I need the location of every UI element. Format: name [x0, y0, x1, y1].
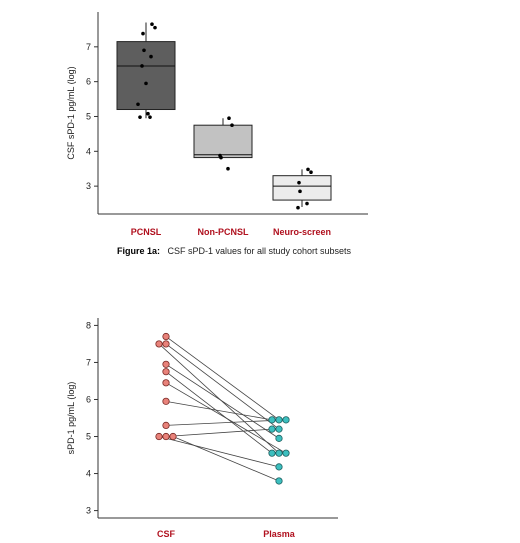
pair-connector-line [165, 343, 280, 430]
caption-text: CSF sPD-1 values for all study cohort su… [167, 246, 351, 256]
pair-y-tick-label: 3 [86, 506, 91, 516]
csf-point [162, 340, 170, 348]
pair-points [155, 332, 290, 485]
pair-connector-line [158, 436, 280, 468]
pair-category-labels: CSF Plasma [157, 529, 296, 539]
pair-connector-line [165, 363, 280, 439]
csf-point [162, 360, 170, 368]
box-data-point [219, 155, 223, 160]
box-data-point [146, 111, 150, 116]
plasma-point [268, 449, 276, 457]
pair-connector-line [165, 400, 273, 421]
csf-point [162, 421, 170, 430]
csf-point [162, 368, 170, 376]
pair-y-tick-label: 8 [86, 320, 91, 330]
pair-connector-line [165, 428, 273, 437]
box-data-point [140, 64, 144, 68]
csf-point [155, 432, 163, 441]
box-data-point [136, 102, 140, 107]
box-data-point [297, 180, 301, 185]
paired-plot-panel: sPD-1 pg/mL (log) 3 4 5 6 7 8 CSF Plasma [66, 318, 338, 539]
pair-connector-line [165, 336, 280, 421]
plasma-point [268, 425, 276, 433]
csf-point [162, 397, 170, 405]
pair-category-label: CSF [157, 529, 176, 539]
plasma-point [275, 463, 283, 471]
box-y-axis-label: CSF sPD-1 pg/mL (log) [66, 66, 76, 159]
csf-point [162, 379, 170, 387]
box-data-point [227, 116, 231, 121]
plasma-point [275, 449, 283, 457]
plasma-point [275, 416, 283, 424]
box-category-label: PCNSL [131, 227, 162, 237]
box-data-point [305, 201, 309, 206]
plasma-point [275, 425, 283, 433]
box-category-label: Non-PCNSL [198, 227, 249, 237]
box-y-tick-label: 4 [86, 146, 91, 156]
pair-connector-line [165, 371, 273, 454]
box-data-point [144, 81, 148, 86]
pair-y-tick-label: 4 [86, 469, 91, 479]
box-data-point [142, 48, 146, 53]
figure-caption: Figure 1a: CSF sPD-1 values for all stud… [117, 241, 352, 258]
pair-lines [158, 336, 287, 482]
box-data-point [150, 22, 154, 26]
box-series [116, 22, 332, 210]
box-data-point [230, 123, 234, 127]
pair-y-axis-label: sPD-1 pg/mL (log) [66, 382, 76, 455]
plasma-point [282, 416, 290, 424]
box-data-point [153, 25, 157, 30]
box-y-tick-label: 5 [86, 111, 91, 121]
box-y-tick-label: 6 [86, 77, 91, 87]
csf-point [162, 332, 170, 341]
box-y-tick-label: 7 [86, 42, 91, 52]
pair-category-label: Plasma [263, 529, 296, 539]
box-category-label: Neuro-screen [273, 227, 331, 237]
plasma-point [268, 416, 276, 424]
box-category-labels: PCNSL Non-PCNSL Neuro-screen [131, 227, 331, 237]
plasma-point [275, 477, 283, 485]
plasma-point [282, 449, 290, 457]
box-rect [116, 41, 176, 111]
pair-connector-line [172, 436, 280, 482]
box-data-point [309, 170, 313, 175]
pair-connector-line [158, 343, 280, 454]
box-data-point [141, 31, 145, 36]
box-y-tick-label: 3 [86, 181, 91, 191]
pair-connector-line [165, 419, 287, 426]
csf-point [162, 432, 170, 441]
caption-label: Figure 1a: [117, 246, 160, 256]
box-data-point [148, 115, 152, 119]
box-data-point [306, 167, 310, 172]
csf-point [169, 432, 177, 441]
pair-y-tick-label: 5 [86, 432, 91, 442]
csf-point [155, 340, 163, 348]
box-data-point [296, 205, 300, 210]
pair-y-ticks: 3 4 5 6 7 8 [86, 320, 98, 516]
pair-y-tick-label: 6 [86, 394, 91, 404]
pair-y-tick-label: 7 [86, 357, 91, 367]
box-data-point [226, 166, 230, 171]
box-data-point [138, 115, 142, 119]
box-data-point [298, 189, 302, 194]
pair-connector-line [165, 382, 287, 454]
box-data-point [149, 54, 153, 59]
box-rect [193, 124, 253, 159]
plasma-point [275, 434, 283, 442]
box-rect [272, 175, 332, 201]
box-y-ticks: 3 4 5 6 7 [86, 42, 98, 191]
box-plot-panel: CSF sPD-1 pg/mL (log) 3 4 5 6 7 PCNSL Non-PCN… [66, 12, 368, 237]
